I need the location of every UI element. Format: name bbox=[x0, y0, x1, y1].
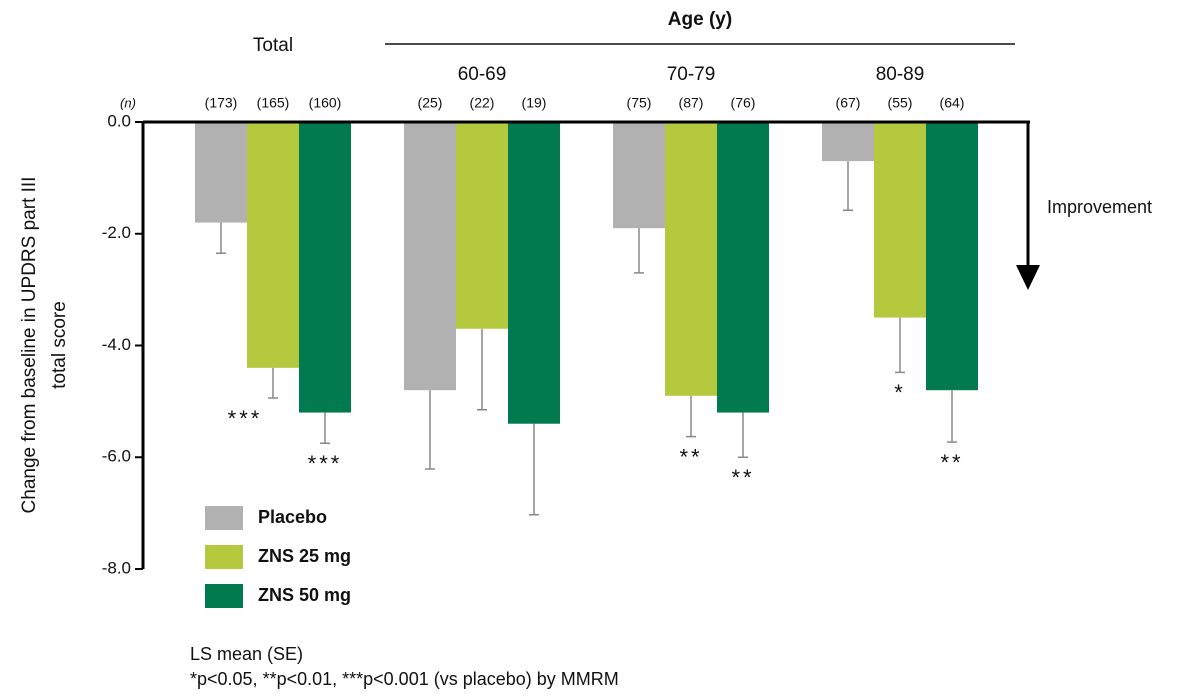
n-label: (25) bbox=[418, 95, 443, 111]
n-header: (n) bbox=[120, 95, 136, 110]
footnote: LS mean (SE) bbox=[190, 644, 303, 664]
category-label: 60-69 bbox=[458, 64, 507, 85]
bar bbox=[822, 122, 874, 162]
y-axis-label: Change from baseline in UPDRS part III bbox=[19, 177, 40, 514]
bar bbox=[613, 122, 665, 229]
error-bar bbox=[843, 161, 853, 212]
legend-label: ZNS 50 mg bbox=[258, 585, 351, 605]
error-bar bbox=[425, 390, 435, 470]
significance: ** bbox=[731, 465, 754, 490]
error-bar bbox=[686, 395, 696, 438]
n-label: (160) bbox=[309, 95, 342, 111]
n-label: (165) bbox=[257, 95, 290, 111]
category-label: 80-89 bbox=[876, 64, 925, 85]
bar bbox=[456, 122, 508, 329]
error-bar bbox=[268, 367, 278, 399]
error-bar bbox=[320, 412, 330, 445]
y-tick-label: -4.0 bbox=[102, 335, 131, 354]
bar bbox=[874, 122, 926, 318]
error-bar bbox=[738, 412, 748, 458]
bar bbox=[508, 122, 560, 424]
bar bbox=[404, 122, 456, 391]
group-header: Age (y) bbox=[668, 9, 732, 30]
error-bar bbox=[634, 228, 644, 274]
legend-swatch bbox=[205, 584, 243, 608]
bar bbox=[665, 122, 717, 396]
significance: ** bbox=[679, 444, 702, 469]
n-label: (22) bbox=[470, 95, 495, 111]
footnote: *p<0.05, **p<0.01, ***p<0.001 (vs placeb… bbox=[190, 669, 619, 689]
significance: *** bbox=[228, 406, 263, 431]
bar bbox=[717, 122, 769, 413]
error-bar bbox=[947, 390, 957, 443]
n-label: (76) bbox=[731, 95, 756, 111]
bar bbox=[247, 122, 299, 368]
y-tick-label: -8.0 bbox=[102, 558, 131, 577]
error-bar bbox=[477, 328, 487, 411]
legend-swatch bbox=[205, 506, 243, 530]
error-bar bbox=[529, 423, 539, 516]
n-label: (64) bbox=[940, 95, 965, 111]
error-bar bbox=[216, 222, 226, 255]
category-label: 70-79 bbox=[667, 64, 716, 85]
n-label: (75) bbox=[627, 95, 652, 111]
legend-label: Placebo bbox=[258, 507, 327, 527]
direction-label: Improvement bbox=[1047, 197, 1152, 217]
significance: * bbox=[894, 380, 906, 405]
y-tick-label: 0.0 bbox=[107, 111, 131, 130]
y-axis-label: total score bbox=[49, 301, 70, 389]
significance: *** bbox=[308, 451, 343, 476]
bar bbox=[926, 122, 978, 391]
direction-arrowhead bbox=[1016, 265, 1040, 290]
bar bbox=[299, 122, 351, 413]
n-label: (67) bbox=[836, 95, 861, 111]
y-tick-label: -2.0 bbox=[102, 223, 131, 242]
legend-label: ZNS 25 mg bbox=[258, 546, 351, 566]
error-bar bbox=[895, 317, 905, 374]
n-label: (173) bbox=[205, 95, 238, 111]
n-label: (19) bbox=[522, 95, 547, 111]
category-label: Total bbox=[253, 35, 293, 56]
n-label: (55) bbox=[888, 95, 913, 111]
y-tick-label: -6.0 bbox=[102, 447, 131, 466]
significance: ** bbox=[940, 450, 963, 475]
legend-swatch bbox=[205, 545, 243, 569]
n-label: (87) bbox=[679, 95, 704, 111]
bar bbox=[195, 122, 247, 223]
